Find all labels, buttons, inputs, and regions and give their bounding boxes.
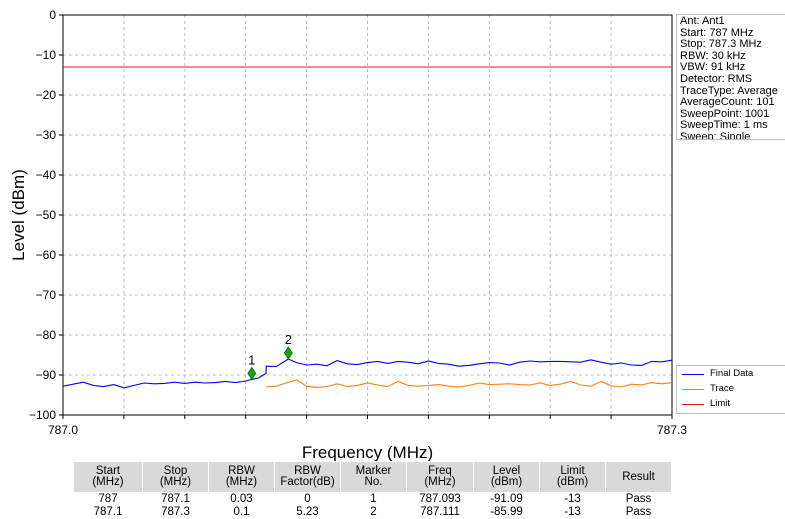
header-stop: Stop (MHz)	[142, 461, 209, 493]
legend-label-final-data: Final Data	[710, 368, 754, 379]
cell-rbw: 0.03	[208, 492, 275, 506]
y-tick-label: −30	[36, 128, 57, 142]
series-line-trace	[265, 379, 673, 388]
info-line-trace-type: TraceType: Average	[680, 84, 778, 97]
results-header-row: Start (MHz) Stop (MHz) RBW (MHz) RBW Factor(…	[73, 461, 672, 493]
header-rbw-factor: RBW Factor(dB)	[274, 461, 341, 493]
legend-item-trace: Trace	[677, 381, 785, 396]
x-axis-label: Frequency (MHz)	[302, 443, 433, 462]
header-level: Level (dBm)	[473, 461, 540, 493]
cell-rbw: 0.1	[208, 505, 275, 519]
y-tick-label: −50	[36, 208, 57, 222]
info-line-average-count: AverageCount: 101	[680, 96, 775, 109]
y-tick-label: −90	[36, 368, 57, 382]
cell-level: -85.99	[473, 505, 540, 519]
results-table: Start (MHz) Stop (MHz) RBW (MHz) RBW Factor(…	[73, 461, 672, 519]
grid-lines	[63, 14, 672, 416]
legend-label-limit: Limit	[710, 398, 731, 409]
header-limit: Limit (dBm)	[539, 461, 606, 493]
y-tick-label: −20	[36, 88, 57, 102]
info-line-start: Start: 787 MHz	[680, 26, 754, 39]
legend-swatch-final-data	[682, 374, 704, 375]
cell-stop: 787.1	[142, 492, 209, 506]
cell-limit: -13	[539, 505, 606, 519]
cell-limit: -13	[539, 492, 606, 506]
cell-start: 787.1	[73, 505, 143, 519]
info-line-sweep-time: SweepTime: 1 ms	[680, 119, 768, 132]
table-row: 787.1 787.3 0.1 5.23 2 787.111 -85.99 -1…	[73, 505, 672, 519]
y-tick-label: −70	[36, 288, 57, 302]
legend-swatch-trace	[682, 389, 704, 390]
y-tick-label: −100	[29, 408, 56, 422]
cell-result: Pass	[605, 505, 672, 519]
legend-swatch-limit	[682, 404, 704, 405]
cell-level: -91.09	[473, 492, 540, 506]
info-line-sweep-mode: Sweep: Single	[680, 130, 751, 140]
header-result: Result	[605, 461, 672, 493]
y-tick-label: −80	[36, 328, 57, 342]
legend-item-final-data: Final Data	[677, 366, 785, 381]
table-row: 787 787.1 0.03 0 1 787.093 -91.09 -13 Pa…	[73, 492, 672, 506]
y-tick-label: −40	[36, 168, 57, 182]
info-line-rbw: RBW: 30 kHz	[680, 49, 746, 62]
y-axis-ticks: 0 −10 −20 −30 −40 −50 −60 −70 −80 −90 −100	[29, 8, 63, 422]
legend-label-trace: Trace	[710, 383, 734, 394]
x-axis-ticks: 787.0 787.3	[48, 415, 687, 437]
header-marker-no: Marker No.	[340, 461, 407, 493]
marker-1-label: 1	[248, 352, 255, 367]
cell-start: 787	[73, 492, 143, 506]
series-lines	[62, 66, 673, 389]
marker-2-label: 2	[285, 332, 292, 347]
cell-result: Pass	[605, 492, 672, 506]
x-tick-label: 787.0	[48, 423, 78, 437]
y-tick-label: 0	[49, 8, 56, 22]
header-freq: Freq (MHz)	[406, 461, 474, 493]
cell-marker-no: 2	[340, 505, 407, 519]
cell-marker-no: 1	[340, 492, 407, 506]
chart-legend: Final Data Trace Limit	[676, 365, 785, 414]
series-line-final-data	[62, 358, 673, 389]
y-tick-label: −10	[36, 48, 57, 62]
cell-stop: 787.3	[142, 505, 209, 519]
cell-freq: 787.111	[406, 505, 474, 519]
info-line-antenna: Ant: Ant1	[680, 15, 725, 27]
markers: 12	[247, 332, 293, 381]
marker-2-point	[283, 346, 293, 360]
info-line-detector: Detector: RMS	[680, 72, 753, 85]
sweep-info-box: Ant: Ant1 Start: 787 MHz Stop: 787.3 MHz…	[676, 14, 785, 140]
header-start: Start (MHz)	[73, 461, 143, 493]
header-rbw: RBW (MHz)	[208, 461, 275, 493]
y-tick-label: −60	[36, 248, 57, 262]
marker-1-point	[247, 366, 257, 381]
cell-rbw-factor: 0	[274, 492, 341, 506]
info-line-vbw: VBW: 91 kHz	[680, 61, 746, 74]
info-line-sweep-point: SweepPoint: 1001	[680, 107, 770, 120]
x-tick-label: 787.3	[657, 423, 687, 437]
info-line-stop: Stop: 787.3 MHz	[680, 38, 762, 51]
legend-item-limit: Limit	[677, 396, 785, 411]
cell-rbw-factor: 5.23	[274, 505, 341, 519]
cell-freq: 787.093	[406, 492, 474, 506]
y-axis-label: Level (dBm)	[9, 169, 28, 261]
